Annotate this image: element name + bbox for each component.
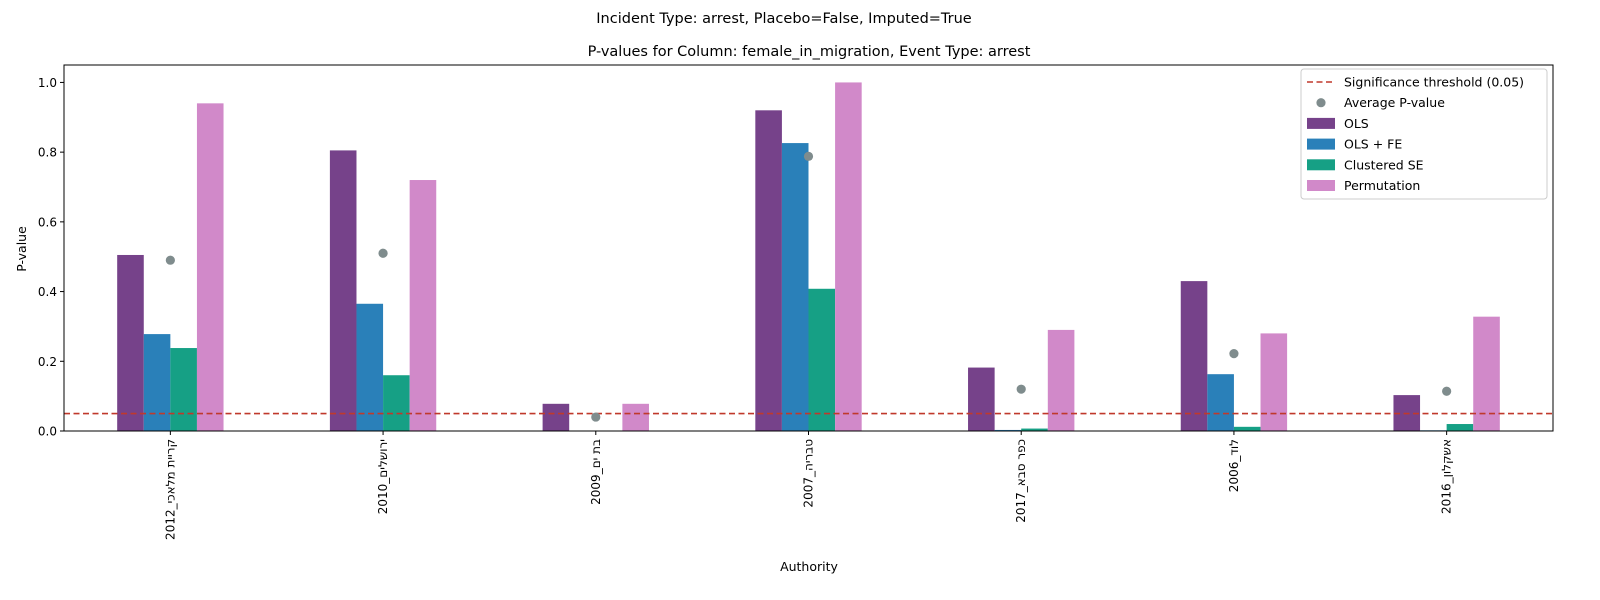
bar	[755, 110, 782, 431]
plot-area: 0.0 0.2 0.4 0.6 0.8 1.0 קריית מלאכי_2012 ירושלי…	[38, 64, 1554, 540]
legend-series-swatch	[1307, 159, 1335, 171]
x-tick-label: בת ים_2009	[589, 439, 603, 505]
bar	[808, 288, 836, 431]
y-axis-label: P-value	[14, 226, 29, 272]
chart-title: P-values for Column: female_in_migration…	[588, 44, 1031, 60]
bar	[622, 403, 649, 431]
y-tick-label: 1.0	[38, 76, 57, 90]
x-tick-label: לוד_2006	[1227, 439, 1241, 492]
bar	[835, 82, 862, 432]
bar	[994, 429, 1022, 431]
bar	[409, 180, 437, 431]
bar	[542, 403, 570, 431]
average-point	[1442, 386, 1452, 396]
legend-label: Average P-value	[1344, 95, 1445, 110]
x-tick-label: ירושלים_2010	[376, 439, 390, 514]
bar	[1446, 424, 1474, 431]
bar	[196, 103, 224, 431]
x-tick-label: קריית מלאכי_2012	[163, 439, 177, 540]
legend-label: Permutation	[1344, 178, 1420, 193]
bar	[117, 254, 144, 431]
x-tick-label: כפר סבא_2017	[1014, 439, 1028, 523]
y-tick-label: 0.6	[38, 215, 57, 229]
bar	[781, 143, 809, 431]
y-tick-label: 0.0	[38, 425, 57, 439]
bar	[329, 150, 357, 431]
x-axis-label: Authority	[780, 559, 838, 574]
bar	[1207, 374, 1234, 431]
average-point	[1229, 349, 1239, 359]
legend-box	[1300, 68, 1548, 200]
legend-series-swatch	[1307, 180, 1335, 191]
bar	[1047, 329, 1075, 431]
average-point	[803, 151, 814, 161]
legend-label: OLS + FE	[1344, 137, 1402, 152]
y-tick-label: 0.8	[38, 146, 57, 160]
x-tick-label: טבריה_2007	[802, 439, 816, 508]
y-tick-label: 0.4	[38, 285, 57, 299]
average-point	[378, 248, 388, 258]
legend-label: Clustered SE	[1344, 157, 1424, 172]
legend-series-swatch	[1307, 117, 1335, 129]
legend-label: OLS	[1344, 116, 1369, 131]
bar	[1180, 281, 1208, 431]
bar	[356, 303, 384, 431]
legend-label: Significance threshold (0.05)	[1344, 75, 1524, 90]
average-point	[165, 255, 175, 265]
average-point	[591, 412, 601, 422]
bar	[383, 375, 410, 431]
bar	[1021, 428, 1048, 431]
y-tick-label: 0.2	[38, 355, 57, 369]
bar	[1233, 426, 1261, 431]
legend-series-swatch	[1307, 138, 1335, 150]
bar	[143, 334, 171, 431]
bar	[1260, 333, 1288, 431]
chart-suptitle: Incident Type: arrest, Placebo=False, Im…	[596, 11, 972, 27]
legend: Significance threshold (0.05) Average P-v…	[1300, 68, 1548, 200]
bar	[1473, 316, 1500, 431]
legend-average-swatch	[1316, 98, 1326, 108]
x-tick-label: אשקלון_2016	[1440, 439, 1454, 514]
average-point	[1016, 384, 1026, 394]
bar	[968, 367, 995, 431]
bar	[170, 348, 197, 431]
